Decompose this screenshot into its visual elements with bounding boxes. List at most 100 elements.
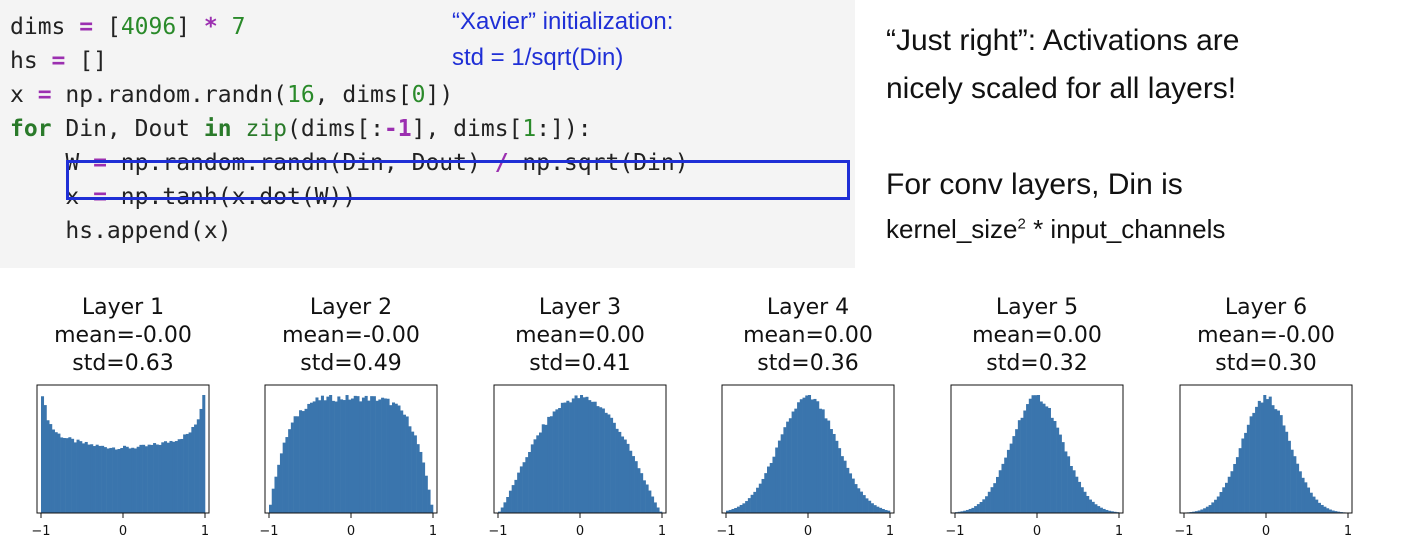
histogram-bar [555, 409, 559, 513]
histogram-bar [1080, 487, 1084, 513]
histogram-bar [1298, 471, 1302, 513]
histogram-bar [1067, 456, 1071, 513]
histogram-bar [791, 411, 795, 513]
histogram-bar [1200, 509, 1204, 513]
histogram-bar [430, 504, 434, 513]
code-token: = [79, 14, 94, 40]
histogram-bar [315, 397, 319, 513]
histogram-bar [1108, 510, 1112, 513]
histogram-bar [580, 395, 584, 513]
code-token: = [51, 48, 66, 74]
code-token: ] [176, 14, 204, 40]
histogram-bar [968, 508, 972, 513]
x-tick-label: −1 [716, 524, 735, 539]
histogram-bar [1337, 511, 1341, 513]
histogram-bar [726, 510, 730, 513]
histogram-bar [76, 439, 80, 513]
histogram-bar [367, 400, 371, 513]
histogram-bar [1315, 499, 1319, 513]
code-line: dims = [4096] * 7 [10, 10, 245, 44]
histogram-bar [1282, 425, 1286, 513]
x-tick-label: 1 [1344, 524, 1352, 539]
histogram-bar [1326, 508, 1330, 513]
code-token: / [494, 150, 509, 176]
histogram-bar [857, 488, 861, 513]
note-line-4-sup: 2 [1017, 215, 1026, 233]
std-label: std=0.30 [1215, 351, 1317, 376]
histogram-bar [139, 444, 143, 513]
histogram-bar [772, 456, 776, 513]
mean-label: mean=0.00 [515, 323, 645, 348]
histogram-bar [1263, 395, 1267, 513]
histogram-bar [345, 395, 349, 513]
histogram-bar [304, 408, 308, 513]
histogram-bar [375, 400, 379, 513]
histogram-bar [351, 398, 355, 513]
histogram-bar [71, 438, 75, 513]
histogram-bar [177, 439, 181, 513]
histogram-bar [528, 451, 532, 513]
histogram-bar [46, 420, 50, 513]
histogram-bar [1320, 504, 1324, 513]
histogram-bar [1094, 504, 1098, 513]
histogram-bar [1042, 403, 1046, 513]
histogram-bar [631, 456, 635, 513]
histogram-bar [739, 504, 743, 513]
histogram-bar [361, 397, 365, 513]
histogram-bar [1301, 477, 1305, 513]
histogram-bar [269, 504, 273, 513]
histogram-bar [1271, 405, 1275, 513]
code-token: 0 [411, 82, 426, 108]
histogram-bar [310, 402, 314, 513]
histogram-bar [824, 418, 828, 513]
std-label: std=0.32 [986, 351, 1088, 376]
histogram-bar [802, 397, 806, 513]
note-line-1: “Just right”: Activations are [886, 24, 1240, 57]
histogram-bar [1012, 436, 1016, 513]
histogram-bar [1102, 508, 1106, 513]
x-tick-label: 1 [429, 524, 437, 539]
histogram-bar [329, 395, 333, 513]
histogram-bar [307, 403, 311, 513]
histogram-plot: −1 0 1 [716, 384, 895, 539]
histogram-bar [1241, 438, 1245, 513]
histogram-bar [544, 424, 548, 513]
histogram-bar [277, 464, 281, 513]
histogram-bar [731, 508, 735, 513]
histogram-bar [79, 441, 83, 513]
histogram-bar [419, 451, 423, 513]
histogram-bar [849, 473, 853, 513]
code-token: hs.append(x) [10, 218, 232, 244]
histogram-bar [742, 503, 746, 513]
histogram-plot: −1 0 1 [945, 384, 1124, 539]
histogram-bar [563, 402, 567, 513]
histogram-bar [612, 422, 616, 513]
histogram-bar [174, 441, 178, 513]
note-line-2: nicely scaled for all layers! [886, 72, 1237, 105]
histogram-bar [153, 443, 157, 513]
histogram-bar [610, 417, 614, 513]
histogram-bar [818, 408, 822, 513]
histogram-bar [1091, 501, 1095, 513]
histogram-panel: Layer 1 mean=-0.00 std=0.63 −1 0 1 [18, 295, 228, 558]
histogram-panel: Layer 2 mean=-0.00 std=0.49 −1 0 1 [246, 295, 456, 558]
histogram-bar [1203, 508, 1207, 513]
x-tick-label: −1 [945, 524, 964, 539]
chart-title: Layer 5 [995, 295, 1079, 320]
histogram-bar [1039, 401, 1043, 513]
histogram-bar [761, 478, 765, 513]
histogram-bar [794, 408, 798, 513]
histogram-bar [851, 478, 855, 513]
histogram-bar [73, 442, 77, 513]
histogram-panel: Layer 5 mean=0.00 std=0.32 −1 0 1 [932, 295, 1142, 558]
histogram-bar [960, 511, 964, 513]
histogram-bar [340, 399, 344, 513]
note-line-4-post: * input_channels [1025, 214, 1226, 244]
std-label: std=0.41 [529, 351, 631, 376]
histogram-bar [164, 441, 168, 513]
histogram-bar [813, 398, 817, 513]
histogram-bar [637, 468, 641, 513]
histogram-bar [1208, 505, 1212, 513]
code-token: = [37, 82, 52, 108]
histogram-bar [1279, 415, 1283, 513]
